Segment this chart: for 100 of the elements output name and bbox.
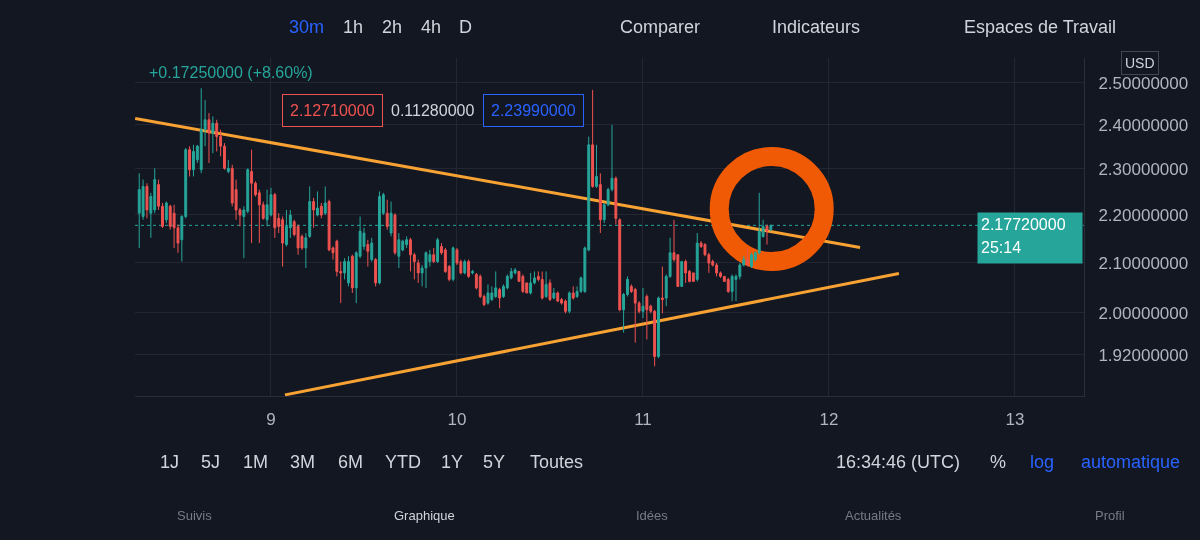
- candlestick: [726, 277, 730, 294]
- candlestick: [548, 278, 552, 302]
- candlestick: [591, 89, 595, 189]
- x-tick-label: 9: [266, 410, 276, 430]
- candlestick: [199, 87, 203, 174]
- candlestick: [513, 267, 517, 275]
- candlestick: [463, 259, 467, 275]
- candlestick: [211, 115, 215, 154]
- candlestick: [633, 287, 637, 344]
- x-tick-label: 11: [634, 410, 652, 430]
- candlestick: [680, 261, 684, 287]
- candlestick: [370, 237, 374, 263]
- x-tick-label: 12: [819, 410, 839, 430]
- candlestick: [540, 270, 544, 301]
- text: 1M: [243, 452, 269, 472]
- candlestick: [366, 239, 370, 267]
- y-tick-label: 2.50000000: [1098, 73, 1189, 93]
- candlestick: [226, 159, 230, 174]
- candlestick: [556, 290, 560, 303]
- candlestick: [250, 149, 254, 244]
- y-tick-label: 2.30000000: [1098, 159, 1189, 179]
- candlestick: [746, 247, 750, 267]
- candlestick: [750, 252, 753, 269]
- candlestick: [188, 145, 192, 177]
- text: D: [459, 17, 472, 37]
- y-tick-label: 1.92000000: [1098, 345, 1189, 365]
- candlestick: [172, 204, 176, 249]
- text: 3M: [290, 452, 316, 472]
- candlestick: [432, 247, 436, 264]
- annotation: 2.12710000: [290, 102, 375, 119]
- candlestick: [323, 185, 327, 216]
- text: 1h: [343, 17, 364, 37]
- candlestick: [273, 192, 277, 239]
- text: 5J: [201, 452, 221, 472]
- candlestick: [552, 287, 556, 301]
- text: 2h: [382, 17, 403, 37]
- text: Suivis: [177, 508, 213, 523]
- candlestick: [319, 202, 323, 219]
- annotation: 2.23990000: [491, 102, 576, 119]
- candlestick: [145, 182, 149, 219]
- candlestick: [436, 237, 440, 264]
- text: %: [990, 452, 1007, 472]
- annotation: +0.17250000 (+8.60%): [149, 64, 313, 81]
- candlestick: [347, 255, 350, 287]
- candlestick: [385, 199, 389, 231]
- text: Graphique: [394, 508, 455, 523]
- candlestick: [416, 259, 420, 284]
- candlestick: [374, 257, 378, 287]
- candlestick: [316, 190, 319, 217]
- candlestick: [715, 262, 719, 277]
- text: 1Y: [441, 452, 464, 472]
- candlestick: [684, 259, 688, 284]
- candlestick: [424, 250, 428, 289]
- y-tick-label: 2.00000000: [1098, 303, 1189, 323]
- text: 6M: [338, 452, 364, 472]
- text: Comparer: [620, 17, 701, 37]
- candlestick: [765, 224, 769, 246]
- candlestick: [598, 172, 602, 234]
- candlestick: [393, 212, 397, 256]
- text: Toutes: [530, 452, 584, 472]
- text: Idées: [636, 508, 669, 523]
- x-tick-label: 10: [447, 410, 467, 430]
- candlestick: [312, 197, 316, 229]
- text: Actualités: [845, 508, 902, 523]
- candlestick: [544, 270, 548, 299]
- candlestick: [567, 290, 571, 314]
- candlestick: [451, 245, 455, 282]
- y-tick-label: 2.20000000: [1098, 205, 1189, 225]
- candlestick: [397, 232, 401, 269]
- text: 30m: [289, 17, 325, 37]
- text: 5Y: [483, 452, 506, 472]
- x-tick-label: 13: [1005, 410, 1025, 430]
- candlestick: [389, 201, 393, 237]
- candlestick: [653, 309, 657, 367]
- candlestick: [691, 272, 695, 282]
- candlestick: [486, 283, 490, 306]
- y-tick-label: 2.40000000: [1098, 115, 1189, 135]
- candlestick: [405, 235, 409, 249]
- candlestick: [730, 273, 734, 302]
- candlestick: [529, 272, 533, 295]
- candlestick: [281, 215, 285, 267]
- candlestick: [641, 287, 645, 319]
- annotation: 0.11280000: [391, 102, 475, 119]
- text: 16:34:46 (UTC): [836, 452, 961, 472]
- candlestick: [521, 273, 525, 294]
- candlestick: [192, 144, 195, 177]
- text: 4h: [421, 17, 442, 37]
- annotation: 25:14: [981, 239, 1022, 256]
- text: Profil: [1095, 508, 1125, 523]
- candlestick: [471, 269, 474, 275]
- candlestick: [467, 259, 471, 279]
- candlestick: [350, 254, 354, 294]
- y-tick-label: 2.10000000: [1098, 253, 1189, 273]
- text: log: [1030, 452, 1055, 472]
- candlestick: [215, 119, 219, 152]
- text: 1J: [160, 452, 180, 472]
- candlestick: [645, 293, 649, 340]
- text: USD: [1125, 55, 1155, 71]
- text: Espaces de Travail: [964, 17, 1117, 37]
- text: Indicateurs: [772, 17, 861, 37]
